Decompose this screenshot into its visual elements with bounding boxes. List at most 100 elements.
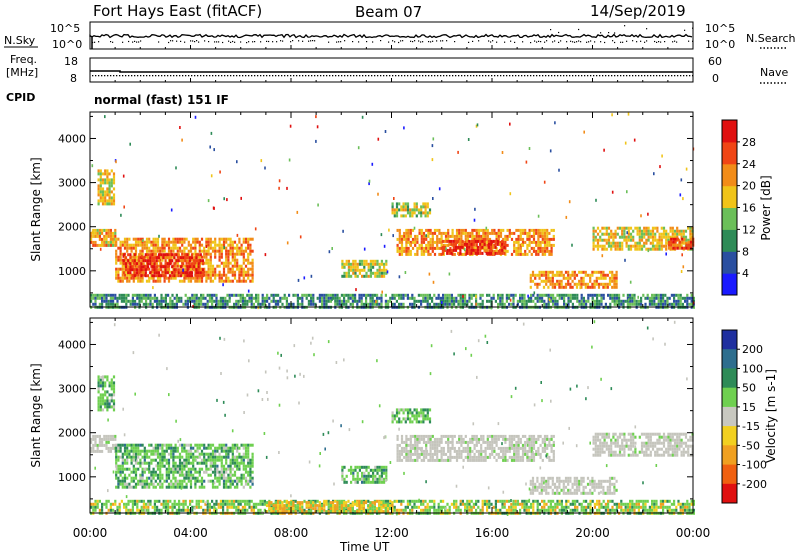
echo-cell <box>444 299 447 303</box>
echo-cell <box>356 302 359 306</box>
nave-point <box>197 75 199 77</box>
echo-cell <box>281 504 284 508</box>
echo-cell <box>667 235 670 239</box>
echo-cell <box>178 237 182 241</box>
nsearch-point <box>358 41 360 43</box>
echo-cell <box>501 242 504 246</box>
echo-cell <box>398 302 401 306</box>
echo-cell <box>145 267 149 271</box>
echo-cell <box>427 249 430 253</box>
echo-cell <box>442 231 445 235</box>
nave-point <box>257 75 259 77</box>
echo-cell <box>134 502 137 506</box>
echo-cell <box>532 228 536 232</box>
echo-cell <box>156 296 159 300</box>
echo-cell <box>490 251 493 255</box>
nave-point <box>290 75 292 77</box>
nave-point <box>101 75 103 77</box>
echo-cell <box>633 502 636 506</box>
echo-cell <box>395 293 398 297</box>
echo-cell <box>121 276 124 280</box>
echo-cell <box>117 270 120 274</box>
echo-cell <box>186 256 189 260</box>
echo-cell <box>466 502 469 506</box>
echo-cell <box>612 244 615 248</box>
echo-cell <box>152 286 154 290</box>
echo-cell <box>296 296 299 300</box>
echo-cell <box>114 231 117 235</box>
echo-cell <box>592 241 595 245</box>
echo-cell <box>382 510 385 514</box>
echo-cell <box>446 293 449 297</box>
echo-cell <box>474 251 477 255</box>
echo-cell <box>219 296 222 300</box>
echo-cell <box>437 293 440 297</box>
echo-cell <box>225 264 228 268</box>
echo-cell <box>213 293 216 297</box>
nsearch-point <box>388 41 390 43</box>
echo-cell <box>593 282 596 286</box>
nsearch-point <box>640 40 642 42</box>
echo-cell <box>195 256 198 260</box>
echo-cell <box>651 502 654 506</box>
echo-cell <box>535 228 538 232</box>
echo-cell <box>123 299 126 303</box>
nave-point <box>599 75 601 77</box>
echo-cell <box>144 253 147 257</box>
echo-cell <box>554 121 556 125</box>
nave-point <box>146 75 148 77</box>
echo-cell <box>128 243 131 247</box>
echo-cell <box>462 252 465 256</box>
echo-cell <box>476 245 480 249</box>
echo-cell <box>96 231 99 235</box>
echo-cell <box>241 299 244 303</box>
echo-cell <box>517 249 520 253</box>
echo-cell <box>289 124 292 128</box>
echo-cell <box>125 508 128 512</box>
echo-cell <box>519 234 522 238</box>
echo-cell <box>681 505 684 509</box>
echo-cell <box>395 211 399 215</box>
echo-cell <box>600 505 603 509</box>
echo-cell <box>549 270 552 274</box>
echo-cell <box>580 502 583 506</box>
echo-cell <box>157 256 161 260</box>
echo-cell <box>115 252 118 256</box>
echo-cell <box>651 302 654 306</box>
echo-cell <box>653 299 656 303</box>
echo-cell <box>607 508 610 512</box>
echo-cell <box>517 237 520 241</box>
nave-point <box>371 75 373 77</box>
echo-cell <box>255 296 258 300</box>
echo-cell <box>571 293 574 297</box>
echo-cell <box>138 299 141 303</box>
echo-cell <box>145 299 148 303</box>
echo-cell <box>129 265 132 269</box>
echo-cell <box>184 499 187 503</box>
echo-cell <box>551 279 554 283</box>
echo-cell <box>658 235 661 239</box>
echo-cell <box>139 237 142 241</box>
echo-cell <box>678 243 682 247</box>
y-tick-label: 4000 <box>58 132 86 145</box>
echo-cell <box>415 499 418 503</box>
echo-cell <box>237 302 240 306</box>
echo-cell <box>571 270 574 274</box>
nave-point <box>413 75 415 77</box>
echo-cell <box>513 243 516 247</box>
echo-cell <box>499 228 503 232</box>
echo-cell <box>611 285 614 289</box>
echo-cell <box>494 299 497 303</box>
echo-cell <box>112 199 116 203</box>
echo-cell <box>477 499 480 503</box>
echo-cell <box>659 502 662 506</box>
echo-cell <box>185 261 188 265</box>
echo-cell <box>303 499 306 503</box>
echo-cell <box>560 285 563 289</box>
nave-point <box>482 75 484 77</box>
echo-cell <box>676 232 679 236</box>
echo-cell <box>465 242 469 246</box>
echo-cell <box>580 282 583 286</box>
echo-cell <box>481 239 484 243</box>
echo-cell <box>425 234 427 238</box>
